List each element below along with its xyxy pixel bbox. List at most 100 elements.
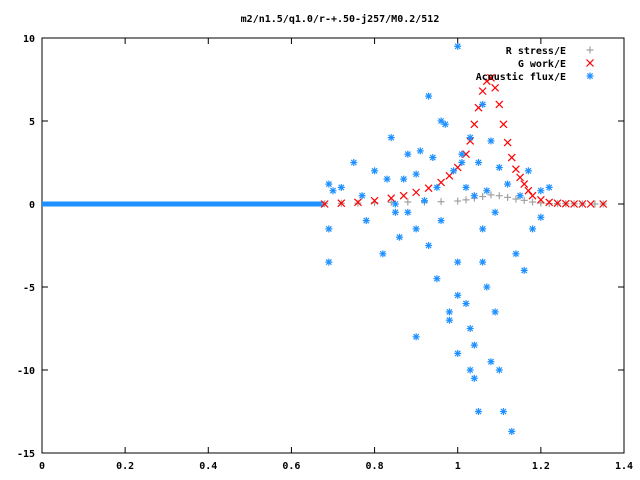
chart-title: m2/n1.5/q1.0/r-+.50-j257/M0.2/512 (241, 13, 440, 25)
data-point (450, 167, 458, 175)
data-point (475, 159, 482, 166)
data-point (350, 159, 358, 166)
data-point (495, 366, 503, 374)
data-point (545, 198, 554, 207)
data-point (478, 87, 487, 96)
data-point (479, 100, 487, 108)
data-point (433, 275, 441, 283)
data-point (470, 341, 478, 349)
data-point (483, 187, 491, 195)
data-point (458, 150, 466, 158)
data-point (383, 175, 391, 183)
data-point (520, 180, 529, 189)
x-tick-label: 0.4 (199, 461, 217, 472)
x-tick-label: 0 (39, 461, 45, 472)
data-point (507, 153, 516, 162)
legend-marker (586, 46, 594, 54)
data-point (520, 266, 528, 274)
data-point (325, 258, 333, 266)
data-point (487, 191, 495, 199)
data-point (516, 192, 524, 200)
data-marks (42, 42, 608, 435)
x-tick-label: 1.4 (615, 461, 633, 472)
data-point (454, 197, 462, 205)
legend-label: Acoustic flux/E (476, 71, 566, 83)
y-tick-label: 5 (29, 117, 35, 128)
data-point (504, 180, 512, 188)
data-point (425, 242, 433, 249)
data-point (536, 195, 545, 204)
data-point (454, 42, 462, 50)
data-point (504, 193, 512, 201)
data-point (387, 194, 396, 203)
data-point (454, 349, 462, 357)
data-point (479, 225, 487, 233)
data-point (320, 200, 329, 208)
data-point (370, 196, 379, 205)
data-point (462, 300, 470, 308)
x-tick-label: 0.2 (116, 461, 134, 472)
data-point (371, 167, 379, 175)
data-point (404, 150, 412, 158)
data-point (524, 167, 532, 175)
series-acoustic-flux-e (325, 42, 553, 435)
data-point (503, 138, 512, 147)
data-point (578, 200, 587, 208)
data-point (599, 200, 608, 208)
data-point (529, 225, 537, 233)
data-point (433, 183, 441, 191)
data-point (412, 170, 420, 178)
data-point (516, 173, 524, 182)
data-point (337, 183, 345, 191)
data-point (412, 225, 420, 233)
data-point (445, 316, 453, 324)
data-point (458, 159, 466, 166)
data-point (425, 92, 433, 100)
data-point (499, 120, 508, 129)
data-point (470, 374, 478, 382)
data-point (391, 208, 399, 216)
data-point (586, 200, 595, 208)
data-point (495, 163, 503, 171)
data-point (391, 200, 399, 208)
data-point (475, 408, 482, 415)
data-point (404, 208, 412, 216)
legend-marker (586, 59, 594, 67)
legend-label: R stress/E (506, 46, 566, 57)
data-point (437, 217, 445, 225)
data-point (437, 117, 445, 125)
data-point (591, 200, 599, 208)
data-point (404, 198, 412, 206)
data-point (487, 73, 495, 82)
data-point (358, 192, 366, 200)
data-point (529, 198, 537, 206)
data-point (511, 165, 520, 174)
data-point (479, 258, 487, 266)
data-point (387, 134, 395, 142)
data-point (537, 187, 545, 195)
x-tick-label: 0.6 (282, 461, 300, 472)
data-point (445, 308, 453, 316)
data-point (470, 192, 478, 200)
data-point (483, 283, 491, 291)
y-tick-label: -10 (17, 366, 35, 377)
data-point (325, 225, 333, 233)
data-point (396, 233, 404, 241)
data-point (420, 197, 428, 205)
x-tick-label: 0.8 (366, 461, 384, 472)
data-point (354, 198, 362, 207)
y-tick-label: -5 (23, 283, 35, 294)
data-point (400, 175, 408, 183)
data-point (416, 147, 424, 155)
y-tick-label: 10 (23, 34, 35, 45)
x-tick-label: 1 (455, 461, 461, 472)
data-point (412, 333, 420, 341)
y-tick-label: -15 (17, 449, 35, 460)
data-point (454, 258, 462, 266)
legend-marker (586, 72, 594, 80)
data-point (337, 199, 346, 208)
data-point (553, 199, 562, 208)
data-point (325, 180, 333, 188)
